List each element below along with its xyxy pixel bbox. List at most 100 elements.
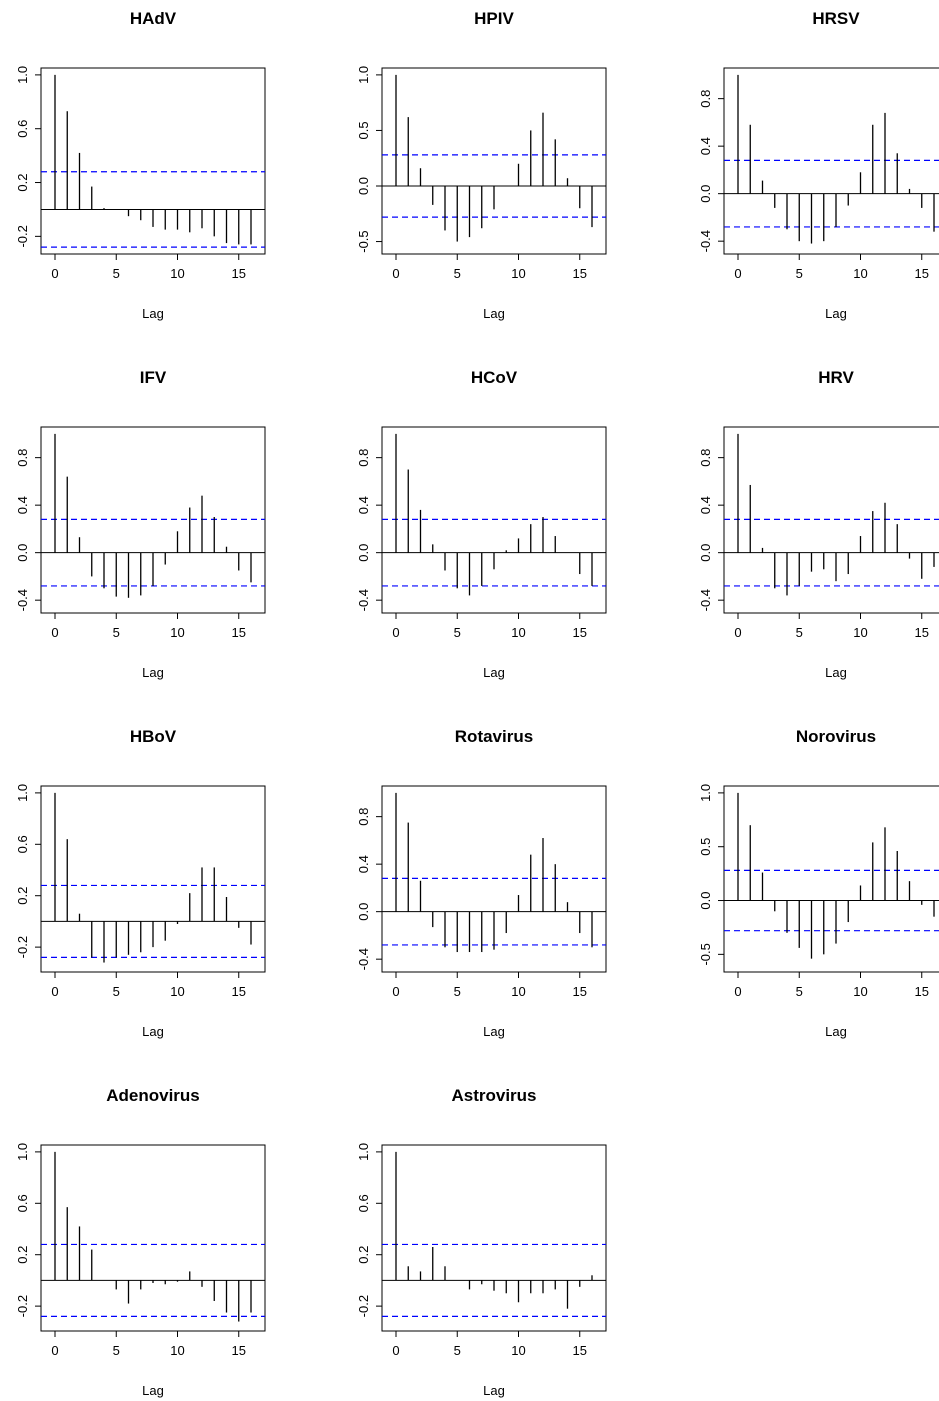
y-tick-label: 0.0 bbox=[15, 544, 30, 562]
plot-frame bbox=[40, 67, 266, 255]
x-tick-label: 10 bbox=[170, 984, 184, 999]
x-axis-label: Lag bbox=[825, 306, 847, 321]
y-tick-label: 0.4 bbox=[356, 855, 371, 873]
x-tick-label: 15 bbox=[573, 266, 587, 281]
y-tick-label: 0.4 bbox=[356, 496, 371, 514]
y-tick-label: 0.8 bbox=[698, 449, 713, 467]
x-tick-label: 10 bbox=[511, 1343, 525, 1358]
y-tick-label: 0.8 bbox=[356, 449, 371, 467]
x-tick-label: 5 bbox=[454, 1343, 461, 1358]
x-tick-label: 15 bbox=[573, 1343, 587, 1358]
y-tick-label: 1.0 bbox=[356, 1143, 371, 1161]
y-tick-label: 1.0 bbox=[698, 784, 713, 802]
y-tick-label: -0.4 bbox=[698, 230, 713, 252]
plot-frame bbox=[381, 67, 607, 255]
x-tick-label: 10 bbox=[170, 266, 184, 281]
y-tick-label: -0.5 bbox=[356, 230, 371, 252]
x-tick-label: 15 bbox=[915, 625, 929, 640]
acf-panel-hrsv: HRSV -0.4 0.0 0.4 0.8 0 5 10 15 Lag bbox=[698, 9, 939, 321]
y-tick-label: -0.2 bbox=[15, 225, 30, 247]
x-axis-label: Lag bbox=[142, 1024, 164, 1039]
x-axis-label: Lag bbox=[825, 665, 847, 680]
panel-title: HAdV bbox=[130, 9, 177, 28]
panel-title: HBoV bbox=[130, 727, 177, 746]
y-tick-label: 0.4 bbox=[698, 496, 713, 514]
x-axis-label: Lag bbox=[483, 1024, 505, 1039]
x-tick-label: 15 bbox=[232, 1343, 246, 1358]
acf-panel-hrv: HRV -0.4 0.0 0.4 0.8 0 5 10 15 Lag bbox=[698, 368, 939, 680]
acf-panel-hpiv: HPIV -0.5 0.0 0.5 1.0 0 5 10 15 Lag bbox=[356, 9, 607, 321]
x-axis-label: Lag bbox=[142, 665, 164, 680]
x-tick-label: 10 bbox=[511, 625, 525, 640]
x-tick-label: 0 bbox=[392, 1343, 399, 1358]
x-tick-label: 10 bbox=[511, 266, 525, 281]
x-tick-label: 0 bbox=[51, 625, 58, 640]
x-tick-label: 5 bbox=[113, 1343, 120, 1358]
x-axis-label: Lag bbox=[142, 1383, 164, 1398]
y-tick-label: -0.2 bbox=[356, 1295, 371, 1317]
acf-panel-hbov: HBoV -0.2 0.2 0.6 1.0 0 5 10 15 Lag bbox=[15, 727, 266, 1039]
y-tick-label: 0.4 bbox=[698, 137, 713, 155]
x-tick-label: 5 bbox=[796, 984, 803, 999]
x-tick-label: 0 bbox=[734, 266, 741, 281]
x-tick-label: 15 bbox=[232, 266, 246, 281]
x-tick-label: 5 bbox=[454, 984, 461, 999]
y-tick-label: -0.2 bbox=[15, 1295, 30, 1317]
y-tick-label: 0.2 bbox=[15, 173, 30, 191]
panel-title: Astrovirus bbox=[451, 1086, 536, 1105]
y-tick-label: -0.5 bbox=[698, 943, 713, 965]
x-tick-label: 0 bbox=[734, 984, 741, 999]
panel-title: Norovirus bbox=[796, 727, 876, 746]
panel-title: HRSV bbox=[812, 9, 860, 28]
acf-panel-hcov: HCoV -0.4 0.0 0.4 0.8 0 5 10 15 Lag bbox=[356, 368, 607, 680]
y-tick-label: -0.4 bbox=[698, 589, 713, 611]
x-tick-label: 0 bbox=[51, 984, 58, 999]
panel-title: Rotavirus bbox=[455, 727, 533, 746]
y-tick-label: 0.6 bbox=[15, 1194, 30, 1212]
x-tick-label: 0 bbox=[392, 984, 399, 999]
y-tick-label: 0.0 bbox=[356, 903, 371, 921]
y-tick-label: -0.4 bbox=[356, 948, 371, 970]
y-tick-label: 0.2 bbox=[356, 1246, 371, 1264]
x-axis-label: Lag bbox=[142, 306, 164, 321]
acf-panel-hadv: HAdV -0.2 0.2 0.6 1.0 0 5 10 15 Lag bbox=[15, 9, 266, 321]
y-tick-label: 1.0 bbox=[15, 66, 30, 84]
x-axis-label: Lag bbox=[825, 1024, 847, 1039]
x-tick-label: 15 bbox=[232, 625, 246, 640]
y-tick-label: 0.8 bbox=[698, 90, 713, 108]
plot-frame bbox=[381, 1144, 607, 1332]
y-tick-label: 0.0 bbox=[698, 544, 713, 562]
x-tick-label: 0 bbox=[392, 266, 399, 281]
x-tick-label: 10 bbox=[853, 266, 867, 281]
panel-title: HPIV bbox=[474, 9, 514, 28]
panel-title: IFV bbox=[140, 368, 167, 387]
y-tick-label: 1.0 bbox=[356, 66, 371, 84]
x-tick-label: 0 bbox=[51, 1343, 58, 1358]
x-axis-label: Lag bbox=[483, 665, 505, 680]
y-tick-label: 0.4 bbox=[15, 496, 30, 514]
plot-frame bbox=[723, 785, 939, 973]
y-tick-label: 0.2 bbox=[15, 1246, 30, 1264]
y-tick-label: 0.6 bbox=[15, 120, 30, 138]
acf-panel-adenovirus: Adenovirus -0.2 0.2 0.6 1.0 0 5 10 15 Lag bbox=[15, 1086, 266, 1398]
x-tick-label: 10 bbox=[853, 625, 867, 640]
y-tick-label: 0.5 bbox=[698, 838, 713, 856]
acf-panel-ifv: IFV -0.4 0.0 0.4 0.8 0 5 10 15 Lag bbox=[15, 368, 266, 680]
x-axis-label: Lag bbox=[483, 306, 505, 321]
x-tick-label: 15 bbox=[573, 984, 587, 999]
y-tick-label: 0.6 bbox=[356, 1194, 371, 1212]
x-tick-label: 10 bbox=[170, 1343, 184, 1358]
y-tick-label: 0.0 bbox=[356, 177, 371, 195]
y-tick-label: 1.0 bbox=[15, 1143, 30, 1161]
x-tick-label: 0 bbox=[734, 625, 741, 640]
acf-panel-astrovirus: Astrovirus -0.2 0.2 0.6 1.0 0 5 10 15 Lag bbox=[356, 1086, 607, 1398]
acf-panel-rotavirus: Rotavirus -0.4 0.0 0.4 0.8 0 5 10 15 Lag bbox=[356, 727, 607, 1039]
x-tick-label: 15 bbox=[915, 266, 929, 281]
y-tick-label: 0.8 bbox=[15, 449, 30, 467]
x-tick-label: 5 bbox=[113, 984, 120, 999]
x-tick-label: 5 bbox=[796, 625, 803, 640]
x-tick-label: 10 bbox=[853, 984, 867, 999]
x-tick-label: 10 bbox=[170, 625, 184, 640]
x-tick-label: 5 bbox=[454, 625, 461, 640]
